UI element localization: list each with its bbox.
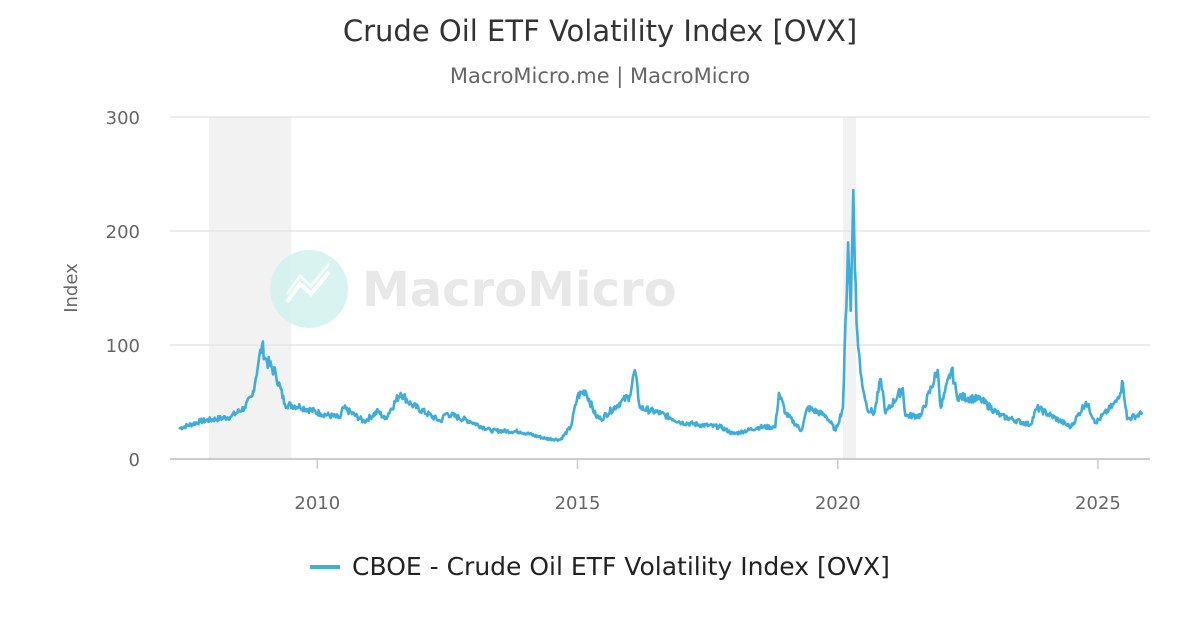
data-point	[274, 372, 277, 375]
y-tick-label: 300	[106, 108, 140, 129]
data-point	[879, 378, 882, 381]
data-point	[319, 412, 322, 415]
y-tick-label: 0	[129, 450, 140, 471]
data-point	[955, 395, 958, 398]
legend-label[interactable]: CBOE - Crude Oil ETF Volatility Index [O…	[352, 552, 890, 581]
data-point	[834, 429, 837, 432]
data-point	[777, 391, 780, 394]
data-point	[261, 344, 264, 346]
data-point	[939, 406, 942, 409]
data-point	[719, 426, 722, 429]
data-point	[399, 391, 402, 394]
data-point	[1141, 412, 1144, 415]
data-point	[806, 406, 809, 409]
data-point	[628, 395, 631, 398]
data-point	[659, 412, 662, 415]
data-point	[774, 426, 777, 429]
data-point	[409, 403, 412, 406]
data-point	[1115, 401, 1118, 403]
data-point	[855, 321, 858, 324]
legend-swatch	[310, 564, 341, 569]
data-point	[229, 415, 232, 418]
watermark-text: MacroMicro	[362, 262, 677, 318]
data-point	[849, 309, 852, 312]
data-point	[936, 369, 939, 372]
y-tick-label: 100	[106, 336, 140, 357]
data-point	[544, 437, 547, 440]
data-point	[178, 427, 181, 430]
watermark-logo-icon	[270, 250, 348, 328]
data-point	[1069, 426, 1072, 429]
data-point	[584, 389, 587, 392]
data-point	[859, 372, 862, 375]
data-point	[559, 438, 562, 441]
data-point	[904, 414, 907, 417]
data-point	[999, 414, 1002, 417]
data-point	[1094, 421, 1097, 424]
legend[interactable]: CBOE - Crude Oil ETF Volatility Index [O…	[0, 552, 1200, 581]
x-tick-label: 2020	[815, 493, 861, 514]
data-point	[758, 426, 761, 429]
data-point	[243, 406, 246, 409]
data-point	[251, 395, 254, 398]
x-tick-label: 2010	[294, 493, 340, 514]
data-point	[199, 420, 202, 423]
data-point	[841, 406, 844, 409]
data-point	[784, 412, 787, 415]
data-point	[594, 414, 597, 417]
data-point	[633, 369, 636, 372]
data-point	[339, 416, 342, 419]
data-point	[800, 429, 803, 432]
x-tick-label: 2025	[1075, 493, 1121, 514]
data-point	[444, 412, 447, 415]
data-point	[599, 418, 602, 421]
data-point	[884, 412, 887, 415]
chart-title: Crude Oil ETF Volatility Index [OVX]	[342, 14, 858, 48]
data-point	[439, 420, 442, 423]
chart-subtitle: MacroMicro.me | MacroMicro	[449, 64, 751, 88]
data-point	[638, 406, 641, 409]
data-point	[1084, 401, 1087, 403]
data-point	[383, 418, 386, 421]
data-point	[824, 414, 827, 417]
data-point	[489, 429, 492, 432]
y-axis-label: Index	[61, 263, 82, 313]
data-point	[377, 410, 380, 413]
data-point	[901, 387, 904, 390]
data-point	[264, 357, 267, 360]
data-point	[920, 414, 923, 417]
data-point	[257, 361, 260, 364]
data-point	[1126, 418, 1129, 421]
data-point	[469, 420, 472, 423]
data-point	[1036, 406, 1039, 409]
data-point	[1029, 423, 1032, 426]
data-point	[852, 188, 855, 191]
x-tick-label: 2015	[555, 493, 601, 514]
data-point	[950, 367, 953, 370]
data-point	[299, 405, 302, 408]
data-point	[342, 406, 345, 409]
y-tick-label: 200	[106, 222, 140, 243]
data-point	[576, 395, 579, 398]
data-point	[569, 426, 572, 429]
data-point	[519, 430, 522, 433]
data-point	[732, 432, 735, 435]
data-point	[847, 241, 850, 244]
data-point	[865, 406, 868, 409]
data-point	[873, 412, 876, 415]
data-point	[979, 398, 982, 401]
data-point	[680, 421, 683, 424]
data-point	[284, 403, 287, 406]
data-point	[363, 420, 366, 423]
data-point	[1121, 381, 1124, 384]
macromicro-watermark: MacroMicro	[270, 250, 677, 328]
data-point	[619, 401, 622, 403]
data-point	[699, 423, 702, 426]
